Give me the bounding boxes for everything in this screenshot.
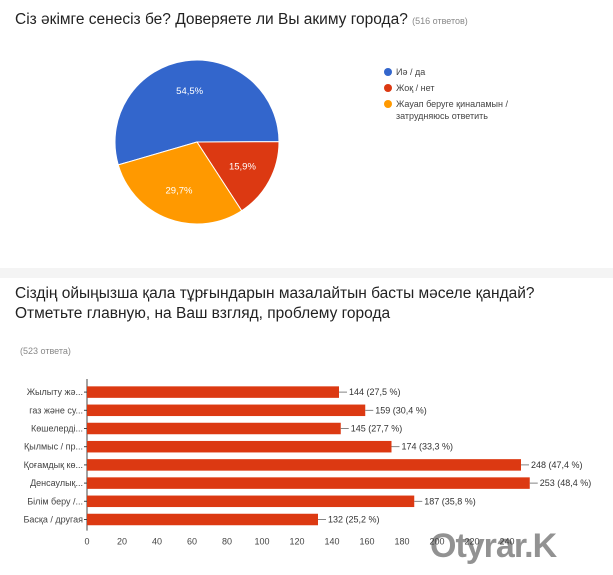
x-tick-label: 20: [117, 537, 127, 547]
question-title: Сіздің ойыңызша қала тұрғындарын мазалай…: [15, 285, 535, 322]
legend-label: Иә / да: [396, 67, 426, 77]
x-tick-label: 100: [254, 537, 269, 547]
x-tick-label: 40: [152, 537, 162, 547]
x-tick-label: 80: [222, 537, 232, 547]
value-label: 253 (48,4 %): [540, 478, 592, 488]
bar: [87, 440, 392, 453]
value-label: 145 (27,7 %): [351, 424, 403, 434]
x-tick-label: 60: [187, 537, 197, 547]
response-count: (523 ответа): [20, 346, 71, 356]
pie-slice: [196, 141, 280, 212]
category-label: Денсаулық...: [30, 478, 83, 488]
bar: [87, 422, 341, 435]
bar-chart: Жылыту жә... 144 (27,5 %) газ және су... 15…: [24, 379, 592, 547]
x-tick-label: 120: [289, 537, 304, 547]
pie-slice: [117, 141, 243, 225]
pie-slice-label: 29,7%: [166, 185, 193, 196]
category-label: газ және су...: [29, 405, 83, 415]
x-tick-label: 160: [359, 537, 374, 547]
category-label: Көшелерді...: [31, 424, 83, 434]
category-label: Қоғамдық кө...: [24, 460, 83, 470]
x-tick-label: 180: [394, 537, 409, 547]
legend-label: Жоқ / нет: [396, 83, 435, 93]
category-label: Жылыту жә...: [27, 387, 83, 397]
legend-marker: [384, 84, 392, 92]
x-tick-label: 0: [84, 537, 89, 547]
bar: [87, 495, 415, 508]
question-text: Сіз әкімге сенесіз бе? Доверяете ли Вы а…: [15, 11, 408, 28]
legend-label: Жауап беруге қиналамын / затрудняюсь отв…: [396, 99, 508, 121]
question-title: Сіз әкімге сенесіз бе? Доверяете ли Вы а…: [15, 10, 468, 31]
question-card-trust: Сіз әкімге сенесіз бе? Доверяете ли Вы а…: [0, 0, 613, 268]
watermark: Otyrar.K: [430, 527, 557, 565]
value-label: 187 (35,8 %): [424, 496, 476, 506]
value-label: 132 (25,2 %): [328, 515, 380, 525]
pie-slice: [114, 59, 280, 166]
bar: [87, 477, 530, 489]
legend-marker: [384, 68, 392, 76]
question-card-problems: Сіздің ойыңызша қала тұрғындарын мазалай…: [0, 278, 613, 575]
value-label: 174 (33,3 %): [402, 442, 454, 452]
x-tick-label: 220: [464, 537, 479, 547]
legend-marker: [384, 100, 392, 108]
value-label: 159 (30,4 %): [375, 405, 427, 415]
x-tick-label: 240: [499, 537, 514, 547]
response-count: (516 ответов): [412, 16, 468, 26]
bar: [87, 513, 318, 526]
pie-chart: 54,5% 15,9% 29,7%: [114, 59, 280, 225]
value-label: 248 (47,4 %): [531, 460, 583, 470]
bar: [87, 459, 521, 471]
pie-slice-label: 54,5%: [176, 86, 203, 97]
value-label: 144 (27,5 %): [349, 387, 401, 397]
bar: [87, 386, 339, 398]
category-label: Білім беру /...: [27, 496, 83, 506]
category-label: Басқа / другая: [24, 515, 84, 525]
bar: [87, 404, 366, 417]
x-tick-label: 200: [429, 537, 444, 547]
pie-slice-label: 15,9%: [229, 162, 256, 173]
x-tick-label: 140: [324, 537, 339, 547]
category-label: Қылмыс / пр...: [24, 442, 83, 452]
